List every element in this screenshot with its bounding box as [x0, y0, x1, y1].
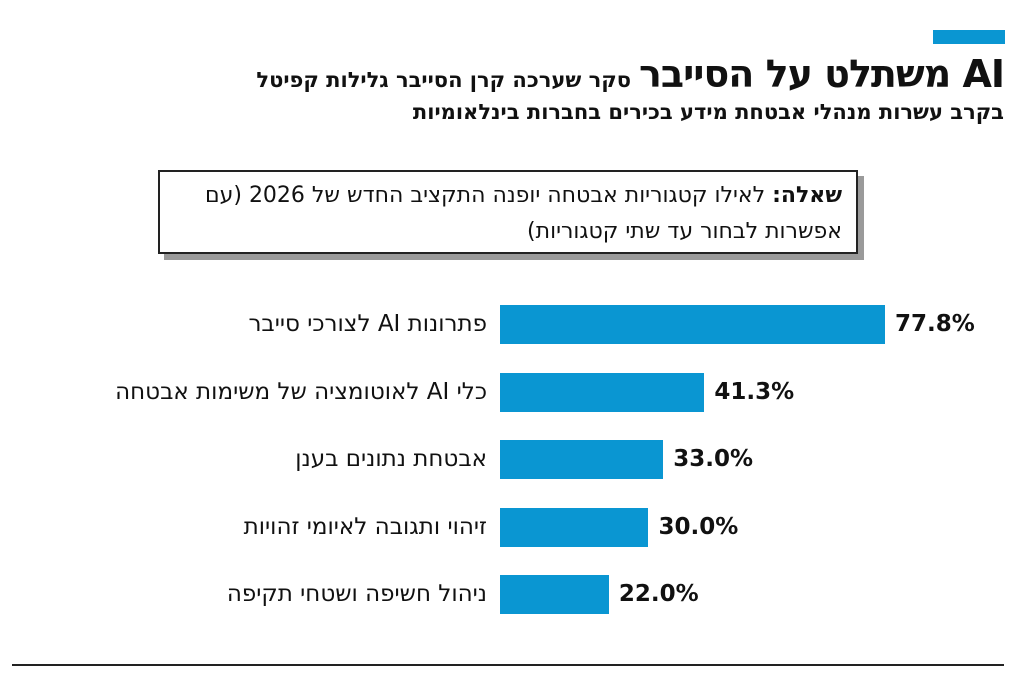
bar	[500, 508, 649, 547]
bar	[500, 575, 609, 614]
accent-bar	[933, 30, 1005, 44]
value-label: 33.0%	[673, 446, 754, 472]
chart-subtitle-2: בקרב עשרות מנהלי אבטחת מידע בכירים בחברו…	[412, 100, 1004, 124]
value-label: 77.8%	[895, 311, 975, 337]
bar	[500, 305, 885, 344]
value-label: 30.0%	[658, 514, 739, 540]
bar	[500, 373, 705, 412]
question-box: שאלה: לאילו קטגוריות אבטחה יופנה התקציב …	[158, 170, 858, 254]
category-label: כלי AI לאוטומציה של משימות אבטחה	[115, 379, 487, 405]
category-label: אבטחת נתונים בענן	[295, 446, 487, 472]
bottom-rule	[12, 664, 1004, 666]
value-label: 41.3%	[714, 379, 795, 405]
bar	[500, 440, 664, 479]
chart-subtitle: סקר שערכה קרן הסייבר גלילות קפיטל	[256, 68, 632, 92]
chart-title: AI משתלט על הסייבר	[639, 52, 1005, 96]
value-label: 22.0%	[618, 581, 699, 607]
category-label: זיהוי ותגובה לאיומי זהויות	[243, 514, 487, 540]
category-label: ניהול חשיפה ושטחי תקיפה	[226, 581, 487, 607]
category-label: פתרונות AI לצורכי סייבר	[248, 311, 487, 337]
question-prefix: שאלה:	[772, 183, 842, 208]
title-line: AI משתלט על הסייבר סקר שערכה קרן הסייבר ג…	[256, 52, 1005, 96]
question-text: לאילו קטגוריות אבטחה יופנה התקציב החדש ש…	[204, 183, 842, 244]
